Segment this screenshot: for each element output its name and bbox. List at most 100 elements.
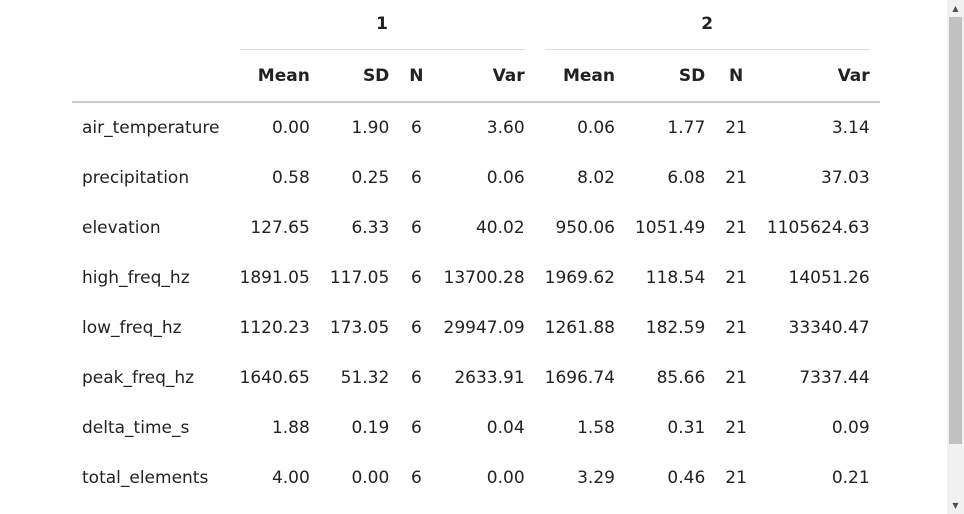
table-cell: 6 xyxy=(411,318,422,338)
table-cell: 33340.47 xyxy=(788,318,870,338)
table-cell: 6.33 xyxy=(351,218,390,238)
group-header-row: 1 2 xyxy=(72,0,880,50)
table-cell: 6.08 xyxy=(667,168,706,188)
group-header-empty xyxy=(72,0,230,50)
table-cell: 37.03 xyxy=(821,168,870,188)
column-header-sd: SD xyxy=(319,50,400,103)
table-cell: 1696.74 xyxy=(544,368,615,388)
table-cell: 6 xyxy=(411,418,422,438)
table-cell: 1891.05 xyxy=(239,268,310,288)
group-label: 2 xyxy=(544,0,870,50)
table-cell: 21 xyxy=(725,468,747,488)
table-row: high_freq_hz 1891.05 117.05 6 13700.28 1… xyxy=(72,253,880,303)
table-cell: 21 xyxy=(725,318,747,338)
column-header-label xyxy=(72,50,230,103)
table-cell: 0.25 xyxy=(351,168,390,188)
table-row: precipitation 0.58 0.25 6 0.06 8.02 6.08… xyxy=(72,153,880,203)
table-row: low_freq_hz 1120.23 173.05 6 29947.09 12… xyxy=(72,303,880,353)
table-cell: 85.66 xyxy=(656,368,706,388)
table-row: total_elements 4.00 0.00 6 0.00 3.29 0.4… xyxy=(72,453,880,503)
column-header-var: Var xyxy=(756,50,880,103)
table-cell: 4.00 xyxy=(271,468,310,488)
table-cell: 0.58 xyxy=(271,168,310,188)
table-cell: 21 xyxy=(725,268,747,288)
scrollbar-thumb[interactable] xyxy=(949,17,962,444)
table-cell: 1969.62 xyxy=(544,268,615,288)
column-header-mean: Mean xyxy=(229,50,320,103)
table-cell: 14051.26 xyxy=(788,268,870,288)
group-label: 1 xyxy=(239,0,525,50)
vertical-scrollbar[interactable]: ▲ ▼ xyxy=(947,0,964,514)
row-label: elevation xyxy=(82,218,161,238)
column-header-n: N xyxy=(715,50,757,103)
table-cell: 1.77 xyxy=(667,118,706,138)
table-cell: 173.05 xyxy=(329,318,390,338)
column-header-var: Var xyxy=(433,50,535,103)
row-label: peak_freq_hz xyxy=(82,368,195,388)
table-cell: 21 xyxy=(725,418,747,438)
table-cell: 1120.23 xyxy=(239,318,310,338)
table-cell: 0.04 xyxy=(486,418,525,438)
table-cell: 6 xyxy=(411,168,422,188)
column-header-row: Mean SD N Var Mean SD N Var xyxy=(72,50,880,103)
table-row: elevation 127.65 6.33 6 40.02 950.06 105… xyxy=(72,203,880,253)
table-cell: 21 xyxy=(725,168,747,188)
table-cell: 1.90 xyxy=(351,118,390,138)
row-label: precipitation xyxy=(82,168,190,188)
table-cell: 21 xyxy=(725,118,747,138)
table-cell: 950.06 xyxy=(555,218,615,238)
row-label: total_elements xyxy=(82,468,209,488)
table-cell: 0.06 xyxy=(486,168,525,188)
table-cell: 3.14 xyxy=(831,118,870,138)
scroll-down-button[interactable]: ▼ xyxy=(947,497,964,514)
table-cell: 6 xyxy=(411,368,422,388)
table-cell: 40.02 xyxy=(475,218,525,238)
table-cell: 21 xyxy=(725,218,747,238)
table-cell: 6 xyxy=(411,118,422,138)
column-header-sd: SD xyxy=(624,50,716,103)
table-cell: 2633.91 xyxy=(454,368,525,388)
table-row: delta_time_s 1.88 0.19 6 0.04 1.58 0.31 … xyxy=(72,403,880,453)
table-row: air_temperature 0.00 1.90 6 3.60 0.06 1.… xyxy=(72,102,880,153)
table-cell: 1051.49 xyxy=(634,218,706,238)
table-cell: 0.00 xyxy=(271,118,310,138)
table-cell: 7337.44 xyxy=(799,368,870,388)
row-label: delta_time_s xyxy=(82,418,190,438)
table-cell: 3.29 xyxy=(577,468,615,488)
table-cell: 6 xyxy=(411,218,422,238)
table-cell: 0.06 xyxy=(577,118,615,138)
chevron-down-icon: ▼ xyxy=(952,501,959,510)
chevron-up-icon: ▲ xyxy=(952,4,959,13)
table-cell: 127.65 xyxy=(250,218,310,238)
table-cell: 1.88 xyxy=(271,418,310,438)
column-header-n: N xyxy=(399,50,434,103)
row-label: high_freq_hz xyxy=(82,268,190,288)
table-cell: 182.59 xyxy=(645,318,706,338)
table-cell: 0.21 xyxy=(831,468,870,488)
table-cell: 29947.09 xyxy=(443,318,525,338)
table-cell: 13700.28 xyxy=(443,268,525,288)
table-cell: 0.46 xyxy=(667,468,706,488)
table-cell: 0.09 xyxy=(831,418,870,438)
group-header-1: 1 xyxy=(230,0,535,50)
table-cell: 0.00 xyxy=(486,468,525,488)
group-header-2: 2 xyxy=(535,0,880,50)
table-cell: 0.00 xyxy=(351,468,390,488)
table-cell: 118.54 xyxy=(645,268,706,288)
table-cell: 3.60 xyxy=(486,118,525,138)
table-cell: 1105624.63 xyxy=(766,218,870,238)
row-label: low_freq_hz xyxy=(82,318,182,338)
table-cell: 1640.65 xyxy=(239,368,310,388)
table-cell: 8.02 xyxy=(577,168,615,188)
row-label: air_temperature xyxy=(82,118,220,138)
table-cell: 1.58 xyxy=(577,418,615,438)
table-cell: 21 xyxy=(725,368,747,388)
table-cell: 6 xyxy=(411,268,422,288)
column-header-mean: Mean xyxy=(534,50,625,103)
scroll-up-button[interactable]: ▲ xyxy=(947,0,964,17)
table-cell: 0.31 xyxy=(667,418,706,438)
table-cell: 1261.88 xyxy=(544,318,615,338)
table-cell: 51.32 xyxy=(340,368,390,388)
table-cell: 0.19 xyxy=(351,418,390,438)
